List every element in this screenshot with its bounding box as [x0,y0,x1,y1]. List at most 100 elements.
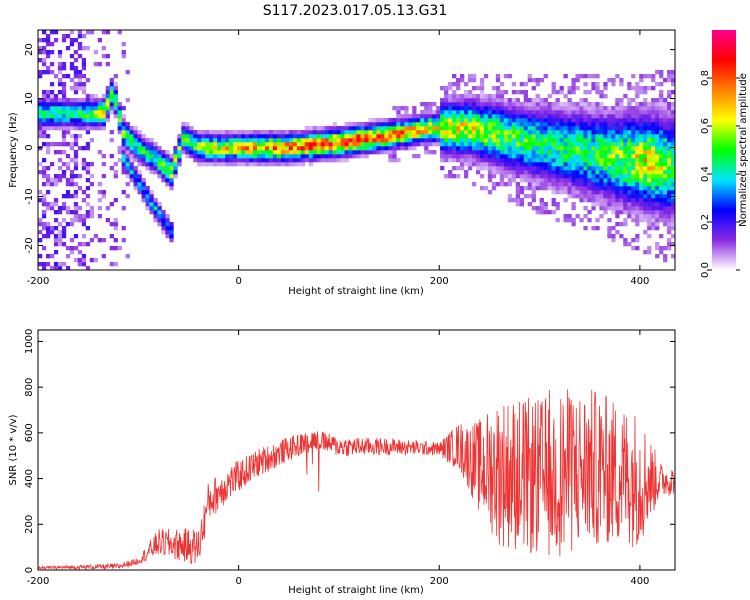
heatmap-cell [320,126,325,131]
heatmap-cell [181,134,186,139]
heatmap-cell [157,210,162,215]
heatmap-cell [125,150,130,155]
heatmap-cell [527,170,532,175]
heatmap-cell [416,114,421,119]
heatmap-cell [635,198,640,203]
heatmap-cell [41,198,47,203]
heatmap-cell [627,110,632,115]
heatmap-cell [205,158,210,163]
heatmap-cell [479,166,485,171]
heatmap-cell [444,94,449,99]
heatmap-cell [471,106,477,111]
heatmap-cell [73,98,79,103]
heatmap-cell [460,94,465,99]
heatmap-cell [623,198,628,203]
heatmap-cell [41,202,47,207]
heatmap-cell [384,122,389,127]
heatmap-cell [81,214,87,219]
heatmap-cell [583,134,588,139]
heatmap-cell [161,166,166,171]
heatmap-cell [276,158,282,163]
heatmap-cell [109,98,114,103]
heatmap-cell [456,126,461,131]
heatmap-cell [388,118,393,123]
heatmap-cell [471,102,477,107]
heatmap-cell [579,218,584,223]
heatmap-cell [599,198,604,203]
heatmap-cell [659,246,664,251]
heatmap-cell [479,78,485,83]
heatmap-cell [432,110,437,115]
heatmap-cell [97,114,102,119]
heatmap-cell [189,146,194,151]
heatmap-cell [499,150,505,155]
heatmap-cell [368,126,373,131]
heatmap-cell [237,154,242,159]
heatmap-cell [491,86,497,91]
heatmap-cell [65,130,71,135]
heatmap-cell [559,110,564,115]
heatmap-cell [615,110,620,115]
heatmap-cell [603,150,608,155]
heatmap-cell [567,142,572,147]
heatmap-cell [400,122,405,127]
heatmap-cell [543,162,548,167]
heatmap-cell [448,106,453,111]
heatmap-cell [491,106,497,111]
heatmap-cell [483,130,489,135]
heatmap-cell [49,30,55,35]
heatmap-cell [555,134,560,139]
heatmap-cell [667,206,672,211]
heatmap-cell [69,38,75,43]
heatmap-cell [651,142,656,147]
heatmap-cell [655,106,660,111]
heatmap-cell [344,158,349,163]
heatmap-cell [121,130,126,135]
heatmap-cell [611,134,616,139]
heatmap-cell [655,118,660,123]
heatmap-cell [440,166,445,171]
heatmap-cell [352,146,357,151]
heatmap-cell [627,214,632,219]
heatmap-cell [61,226,67,231]
heatmap-cell [583,178,588,183]
heatmap-cell [603,122,608,127]
heatmap-cell [225,130,230,135]
heatmap-cell [555,118,560,123]
heatmap-cell [479,114,485,119]
heatmap-cell [667,106,672,111]
heatmap-cell [101,30,106,35]
heatmap-cell [77,98,83,103]
heatmap-cell [651,130,656,135]
heatmap-cell [328,158,333,163]
heatmap-cell [49,118,55,123]
heatmap-cell [201,162,206,167]
heatmap-cell [603,178,608,183]
heatmap-cell [583,186,588,191]
heatmap-cell [631,210,636,215]
heatmap-cell [607,190,612,195]
heatmap-cell [312,126,317,131]
heatmap-cell [591,114,596,119]
heatmap-cell [643,214,648,219]
heatmap-cell [503,138,509,143]
heatmap-cell [137,174,142,179]
heatmap-cell [575,74,580,79]
heatmap-cell [527,138,532,143]
heatmap-cell [57,266,63,271]
heatmap-cell [105,110,110,115]
heatmap-cell [527,174,532,179]
heatmap-cell [280,158,286,163]
heatmap-cell [599,90,604,95]
heatmap-cell [555,206,560,211]
heatmap-cell [515,182,521,187]
heatmap-cell [404,114,409,119]
heatmap-cell [487,126,493,131]
heatmap-cell [575,158,580,163]
heatmap-cell [109,262,114,267]
heatmap-cell [487,122,493,127]
heatmap-cell [479,98,485,103]
heatmap-cell [61,262,67,267]
heatmap-cell [559,154,564,159]
heatmap-cell [205,150,210,155]
